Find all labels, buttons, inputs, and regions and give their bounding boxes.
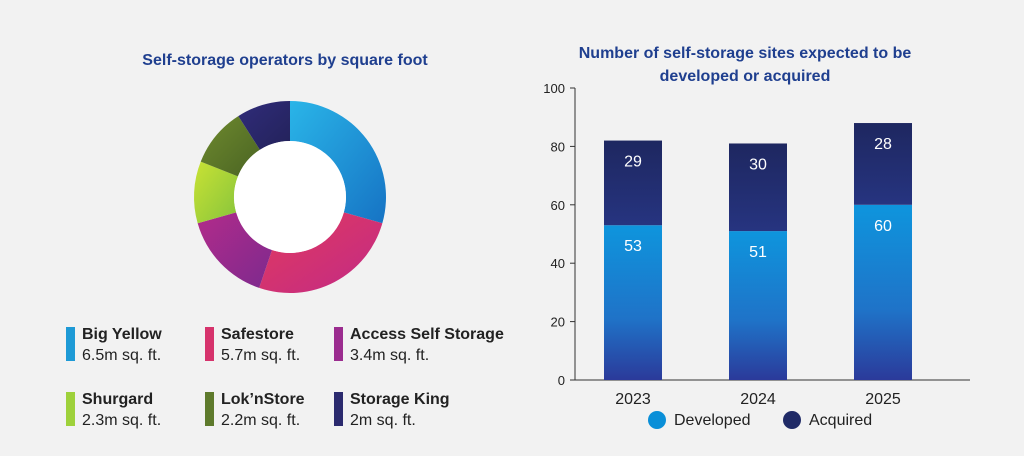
y-tick-label: 80 <box>551 139 565 154</box>
donut-chart <box>194 101 386 293</box>
legend-value: 5.7m sq. ft. <box>221 347 301 364</box>
legend-swatch <box>66 327 75 361</box>
bar-chart-title: Number of self-storage sites expected to… <box>578 45 912 85</box>
donut-slice-storage-king <box>238 101 290 150</box>
legend-developed-label: Developed <box>674 412 751 429</box>
y-tick-label: 20 <box>551 315 565 330</box>
legend-acquired-dot <box>783 411 801 429</box>
legend-developed-dot <box>648 411 666 429</box>
bar-acquired-2025 <box>854 123 912 205</box>
bar-value-label: 51 <box>749 244 767 261</box>
bar-developed-2024 <box>729 231 787 380</box>
donut-hole <box>234 141 346 253</box>
legend-swatch <box>334 327 343 361</box>
bar-value-label: 30 <box>749 156 767 173</box>
donut-chart-title: Self-storage operators by square foot <box>142 52 428 69</box>
bar-developed-2023 <box>604 225 662 380</box>
bar-value-label: 28 <box>874 136 892 153</box>
legend-name: Storage King <box>350 391 450 408</box>
stacked-bar-chart: 0 20 40 60 80 100 53 29 2023 51 30 2024 60 28 2025 <box>543 81 970 408</box>
legend-swatch <box>205 327 214 361</box>
donut-slice-big-yellow <box>290 101 386 224</box>
x-tick-label: 2023 <box>615 391 651 408</box>
y-tick-label: 40 <box>551 256 565 271</box>
bar-value-label: 60 <box>874 218 892 235</box>
donut-slice-safestore <box>259 212 383 293</box>
legend-swatch <box>205 392 214 426</box>
x-tick-label: 2024 <box>740 391 776 408</box>
legend-name: Lok’nStore <box>221 391 305 408</box>
donut-slice-lok-nstore <box>200 116 260 177</box>
legend-value: 2.3m sq. ft. <box>82 412 162 429</box>
donut-slice-access-self-storage <box>197 212 273 288</box>
bar-developed-2025 <box>854 204 912 380</box>
y-tick-label: 100 <box>543 81 565 96</box>
legend-swatch <box>334 392 343 426</box>
legend-acquired-label: Acquired <box>809 412 873 429</box>
y-tick-label: 60 <box>551 198 565 213</box>
legend-swatch <box>66 392 75 426</box>
bar-acquired-2024 <box>729 143 787 232</box>
legend-value: 6.5m sq. ft. <box>82 347 162 364</box>
bar-acquired-2023 <box>604 140 662 226</box>
x-tick-label: 2025 <box>865 391 901 408</box>
legend-name: Safestore <box>221 326 294 343</box>
donut-slice-shurgard <box>194 161 238 224</box>
legend-name: Access Self Storage <box>350 326 504 343</box>
bar-value-label: 53 <box>624 238 642 255</box>
legend-value: 2m sq. ft. <box>350 412 416 429</box>
legend-value: 3.4m sq. ft. <box>350 347 430 364</box>
y-tick-label: 0 <box>558 373 565 388</box>
bar-value-label: 29 <box>624 154 642 171</box>
legend-name: Shurgard <box>82 391 154 408</box>
legend-name: Big Yellow <box>82 326 162 343</box>
legend-value: 2.2m sq. ft. <box>221 412 301 429</box>
